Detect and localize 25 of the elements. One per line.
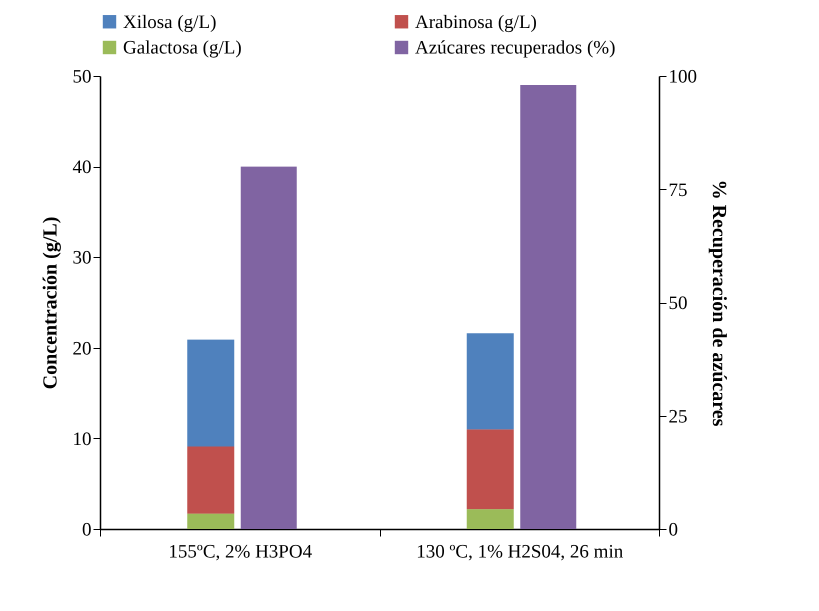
y2-axis-title: % Recuperación de azúcares xyxy=(708,180,730,427)
y-tick-label: 10 xyxy=(72,428,92,450)
x-tick-label: 155ºC, 2% H3PO4 xyxy=(168,542,313,562)
legend-label: Azúcares recuperados (%) xyxy=(415,38,616,58)
bar xyxy=(187,446,234,514)
bar xyxy=(466,509,514,529)
y-tick-label: 0 xyxy=(82,520,92,540)
bar xyxy=(187,514,234,529)
legend-label: Arabinosa (g/L) xyxy=(415,12,537,33)
y2-tick-label: 75 xyxy=(668,180,688,201)
y2-tick-label: 0 xyxy=(668,520,678,540)
y-tick-label: 50 xyxy=(72,66,92,88)
bar xyxy=(466,429,514,510)
y-axis-title: Concentración (g/L) xyxy=(40,216,62,390)
bar xyxy=(187,340,234,447)
x-tick-label: 130 ºC, 1% H2S04, 26 min xyxy=(416,542,624,562)
bar xyxy=(466,333,514,430)
y-tick-label: 20 xyxy=(72,338,92,360)
y2-tick-label: 100 xyxy=(668,66,697,88)
y2-tick-label: 25 xyxy=(668,406,688,428)
legend-label: Xilosa (g/L) xyxy=(123,12,216,33)
y-tick-label: 30 xyxy=(72,248,92,269)
y-tick-label: 40 xyxy=(72,157,92,178)
y2-tick-label: 50 xyxy=(668,293,688,314)
legend-label: Galactosa (g/L) xyxy=(123,38,242,58)
